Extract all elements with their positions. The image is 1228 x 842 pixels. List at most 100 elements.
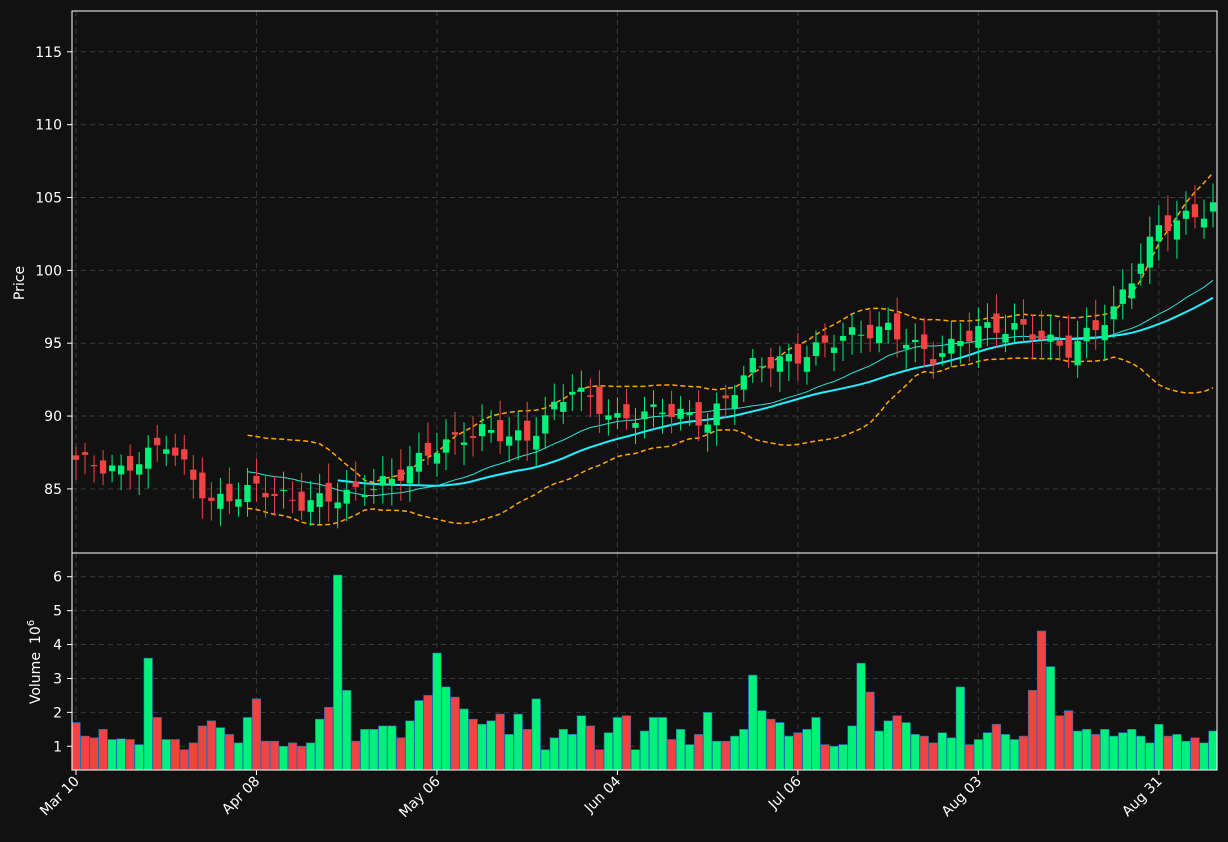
volume-y-tick-label: 3 [53,671,62,687]
volume-bar [1163,735,1173,771]
volume-bar [685,744,695,771]
price-y-tick-label: 90 [44,409,62,425]
candle-body [262,492,269,498]
candle-body [496,420,504,442]
volume-bar [712,740,722,771]
volume-bar [937,732,947,771]
candle-body [307,500,314,512]
candle-body [316,493,323,507]
candle-body [894,313,901,340]
volume-bar [802,729,812,771]
candle-body [830,347,838,353]
candle-body [551,401,558,410]
volume-bar [260,740,271,771]
volume-bar [152,717,162,771]
volume-bar [883,720,893,771]
price-grid [72,11,1217,553]
volume-bar [333,574,343,771]
candle-body [912,339,919,343]
candle-body [884,322,892,331]
volume-bar [287,742,298,771]
candle-body [1110,306,1117,320]
volume-bar [324,706,334,771]
candle-body [587,395,594,397]
volume-bar [639,730,650,771]
volume-bar [703,712,713,771]
candle-body [695,402,702,426]
volume-bar [405,720,415,771]
volume-bar [549,737,559,771]
candle-body [839,336,847,341]
volume-bar [251,698,262,771]
candle-body [1191,204,1199,218]
volume-bar [206,720,216,771]
volume-bar [1073,730,1083,771]
volume-bar [396,737,406,771]
volume-bar [910,734,920,771]
candle-body [1002,333,1009,343]
candle-body [397,469,405,481]
candle-body [975,326,982,348]
volume-bar [504,734,514,771]
candle-body [1011,323,1018,330]
candle-body [650,404,657,407]
volume-bar [730,735,740,771]
candle-body [848,327,856,335]
volume-bar [342,690,352,771]
volume-bar [901,722,911,771]
volume-bar [892,715,902,771]
price-y-tick-label: 95 [44,336,62,352]
volume-bar [197,725,207,771]
candle-body [686,412,693,416]
volume-bar [387,725,397,771]
price-y-ticks: 85 90 95 100 105 110 115 [35,45,72,498]
candle-body [1020,319,1027,325]
candle-body [379,476,386,486]
volume-y-tick-label: 6 [53,570,62,586]
volume-bars [71,574,1218,771]
candle-body [1200,218,1208,228]
volume-bar [98,729,108,771]
candle-body [271,493,278,496]
price-y-tick-label: 100 [35,263,62,279]
candle-body [181,449,188,460]
candle-body [776,356,784,372]
volume-y-tick-label: 1 [53,739,62,755]
volume-bar [215,727,225,771]
volume-bar [621,715,632,771]
candle-body [1164,215,1172,231]
volume-bar [865,691,875,771]
volume-bar [1154,723,1164,771]
candle-body [984,322,991,328]
x-tick-label: Apr 08 [219,774,263,818]
volume-bar [450,696,460,771]
volume-bar [1172,734,1182,771]
candle-body [596,386,603,414]
candle-body [81,452,89,455]
candle-body [659,412,666,415]
candle-body [217,493,224,509]
candle-body [623,404,630,419]
candle-body [253,475,260,484]
candle-body [343,489,350,504]
volume-bar [1208,730,1218,771]
volume-bar [739,729,749,771]
candle-body [469,436,477,438]
volume-bar [928,742,938,771]
volume-bar [1109,735,1119,771]
candle-body [560,402,567,412]
x-tick-label: Jun 04 [581,773,624,816]
volume-bar [1190,737,1200,771]
volume-y-ticks: 1 2 3 4 5 6 [53,570,72,755]
candle-body [280,489,287,492]
candle-body [1146,236,1153,268]
volume-bar [838,744,848,771]
candle-body [1182,210,1190,219]
candle-body [957,340,964,347]
candle-body [1074,341,1081,366]
candle-body [190,469,197,480]
volume-bar [558,729,568,771]
candle-body [1038,330,1045,340]
volume-bar [89,737,99,771]
